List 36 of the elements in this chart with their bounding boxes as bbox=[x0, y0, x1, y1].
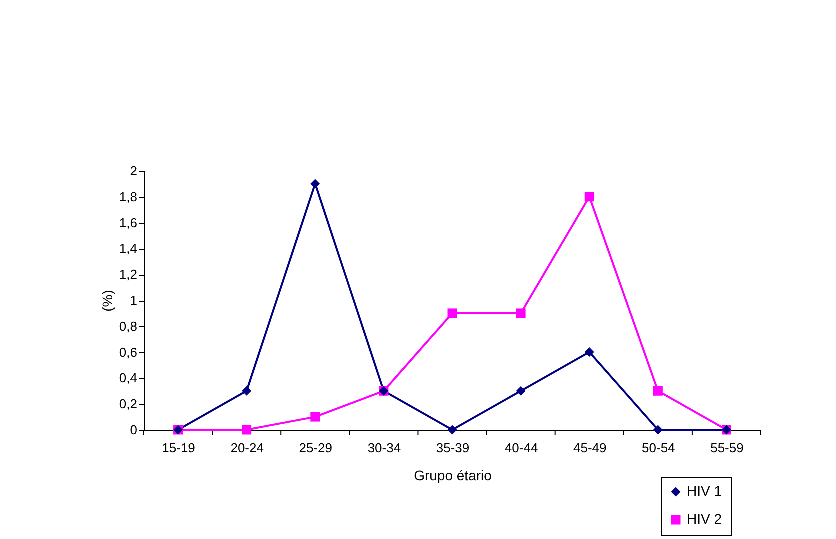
x-tick-label: 25-29 bbox=[299, 440, 333, 456]
x-tick-label: 45-49 bbox=[573, 440, 607, 456]
x-tick-label: 15-19 bbox=[162, 440, 196, 456]
x-tick-label: 55-59 bbox=[710, 440, 744, 456]
y-tick-label: 0,6 bbox=[119, 344, 138, 360]
x-axis-title: Grupo étario bbox=[414, 468, 492, 484]
x-tick-label: 20-24 bbox=[230, 440, 264, 456]
point bbox=[516, 308, 526, 318]
legend-label: HIV 1 bbox=[687, 483, 722, 499]
point bbox=[653, 425, 663, 435]
point bbox=[242, 386, 252, 396]
y-tick-label: 1 bbox=[130, 293, 138, 308]
y-axis-title: (%) bbox=[99, 290, 116, 312]
x-tick-label: 35-39 bbox=[436, 440, 470, 456]
y-tick-label: 1,2 bbox=[119, 267, 138, 282]
point bbox=[653, 386, 663, 396]
point bbox=[310, 412, 320, 422]
point bbox=[448, 308, 458, 318]
x-tick-label: 40-44 bbox=[504, 440, 538, 456]
point bbox=[516, 386, 526, 396]
point bbox=[448, 425, 458, 435]
point bbox=[310, 179, 320, 189]
x-tick-label: 30-34 bbox=[368, 440, 402, 456]
point bbox=[584, 192, 594, 202]
y-tick-label: 0,2 bbox=[119, 396, 138, 412]
point bbox=[242, 425, 252, 435]
y-tick-label: 0,4 bbox=[119, 370, 138, 386]
y-tick-label: 2 bbox=[130, 164, 138, 178]
y-tick-label: 1,6 bbox=[119, 215, 138, 230]
legend-label: HIV 2 bbox=[687, 511, 722, 527]
y-tick-label: 0 bbox=[130, 422, 138, 438]
y-tick-label: 1,8 bbox=[119, 189, 138, 204]
point bbox=[584, 348, 594, 358]
x-tick-label: 50-54 bbox=[642, 440, 676, 456]
y-tick-label: 0,8 bbox=[119, 318, 138, 334]
y-tick-label: 1,4 bbox=[119, 241, 138, 256]
